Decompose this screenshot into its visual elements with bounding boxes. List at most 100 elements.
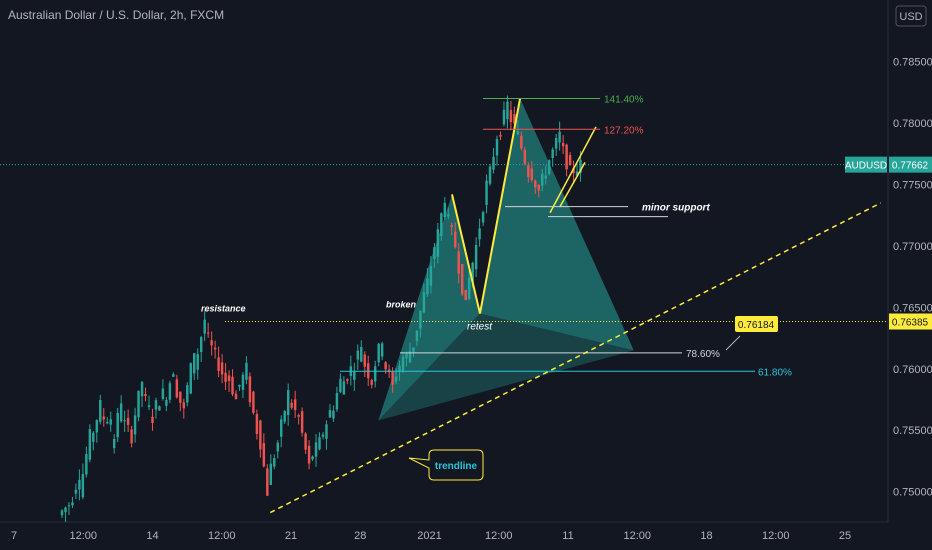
time-tick-label: 2021 bbox=[417, 530, 441, 542]
candle-body bbox=[112, 438, 116, 449]
candle-body bbox=[262, 443, 266, 467]
trendline-callout-label: trendline bbox=[435, 461, 478, 472]
candle-body bbox=[161, 388, 165, 399]
candle-body bbox=[130, 429, 133, 444]
candle-body bbox=[575, 171, 579, 176]
candle-body bbox=[311, 456, 314, 460]
candle-body bbox=[502, 109, 506, 125]
candle-body bbox=[126, 417, 130, 425]
candle-body bbox=[179, 391, 182, 403]
candle-body bbox=[464, 289, 467, 301]
time-tick-label: 21 bbox=[285, 530, 297, 542]
candle-body bbox=[92, 432, 95, 442]
candle-body bbox=[433, 247, 436, 259]
candle-body bbox=[133, 415, 137, 435]
time-tick-label: 12:00 bbox=[762, 530, 790, 542]
candle-body bbox=[99, 400, 102, 422]
candle-body bbox=[140, 381, 144, 397]
candle-body bbox=[252, 391, 255, 413]
candle-body bbox=[227, 375, 231, 381]
candle-body bbox=[370, 380, 373, 385]
candle-body bbox=[172, 374, 175, 377]
candle-body bbox=[168, 383, 172, 400]
time-tick-label: 14 bbox=[146, 530, 158, 542]
candle-body bbox=[391, 371, 394, 385]
candle-body bbox=[572, 168, 575, 174]
candle-body bbox=[64, 507, 67, 513]
candle-body bbox=[363, 354, 366, 367]
candle-body bbox=[443, 202, 447, 218]
candle-body bbox=[116, 412, 119, 438]
candle-body bbox=[224, 372, 227, 382]
candle-body bbox=[318, 437, 321, 450]
candle-body bbox=[492, 156, 495, 170]
symbol-tag-label: AUDUSD bbox=[845, 161, 887, 172]
candle-body bbox=[551, 149, 554, 158]
price-tick-label: 0.77500 bbox=[893, 180, 932, 192]
current-price-value: 0.77662 bbox=[892, 161, 929, 172]
chart-title: Australian Dollar / U.S. Dollar, 2h, FXC… bbox=[8, 8, 225, 22]
resistance-price-value: 0.76385 bbox=[892, 318, 929, 329]
candle-body bbox=[123, 420, 126, 422]
candle-body bbox=[74, 489, 78, 494]
candle-body bbox=[415, 330, 419, 341]
time-tick-label: 28 bbox=[354, 530, 366, 542]
candle-body bbox=[367, 363, 370, 379]
candle-body bbox=[384, 362, 387, 370]
candle-body bbox=[60, 510, 64, 516]
fib-level-label: 78.60% bbox=[686, 349, 720, 360]
price-tick-label: 0.78000 bbox=[893, 118, 932, 130]
candle-body bbox=[283, 411, 286, 422]
candle-body bbox=[360, 347, 363, 362]
price-tick-label: 0.75000 bbox=[893, 487, 932, 499]
candle-body bbox=[339, 378, 342, 393]
candle-body bbox=[81, 474, 85, 498]
candle-body bbox=[238, 384, 241, 387]
candle-body bbox=[509, 109, 513, 123]
price-tick-label: 0.76000 bbox=[893, 364, 932, 376]
currency-label: USD bbox=[899, 11, 922, 23]
candle-body bbox=[300, 411, 304, 433]
candle-body bbox=[481, 212, 485, 223]
time-tick-label: 12:00 bbox=[208, 530, 236, 542]
candle-body bbox=[541, 173, 544, 186]
candle-body bbox=[144, 394, 147, 397]
candle-body bbox=[398, 365, 401, 372]
candle-body bbox=[429, 266, 433, 286]
candle-body bbox=[102, 416, 105, 420]
time-tick-label: 18 bbox=[700, 530, 712, 542]
trendline-callout bbox=[408, 449, 484, 481]
candle-body bbox=[346, 379, 349, 381]
price-tick-label: 0.78500 bbox=[893, 57, 932, 69]
candle-body bbox=[353, 372, 356, 380]
candle-body bbox=[196, 354, 199, 370]
time-tick-label: 12:00 bbox=[623, 530, 651, 542]
broken-label: broken bbox=[386, 300, 417, 310]
candle-body bbox=[203, 319, 206, 334]
candle-body bbox=[269, 463, 273, 485]
candle-body bbox=[401, 356, 405, 371]
candle-body bbox=[436, 229, 440, 257]
price-callout-box bbox=[735, 316, 778, 332]
candle-body bbox=[175, 379, 179, 398]
candle-body bbox=[259, 420, 262, 450]
candle-body bbox=[422, 292, 426, 313]
candle-body bbox=[78, 479, 81, 490]
candle-body bbox=[565, 144, 568, 170]
candle-body bbox=[273, 458, 276, 467]
candle-body bbox=[478, 228, 481, 240]
candle-body bbox=[450, 225, 453, 228]
candle-body bbox=[447, 214, 450, 217]
candle-body bbox=[534, 180, 537, 188]
candle-body bbox=[474, 245, 478, 270]
symbol-tag-box bbox=[845, 156, 887, 173]
harmonic-triangle-base bbox=[378, 313, 634, 421]
candle-body bbox=[377, 343, 380, 363]
time-tick-label: 7 bbox=[11, 530, 17, 542]
price-callout-label: 0.76184 bbox=[738, 320, 775, 331]
candle-body bbox=[373, 366, 377, 382]
candle-body bbox=[234, 393, 238, 400]
price-tick-label: 0.77000 bbox=[893, 241, 932, 253]
candle-body bbox=[544, 175, 547, 179]
